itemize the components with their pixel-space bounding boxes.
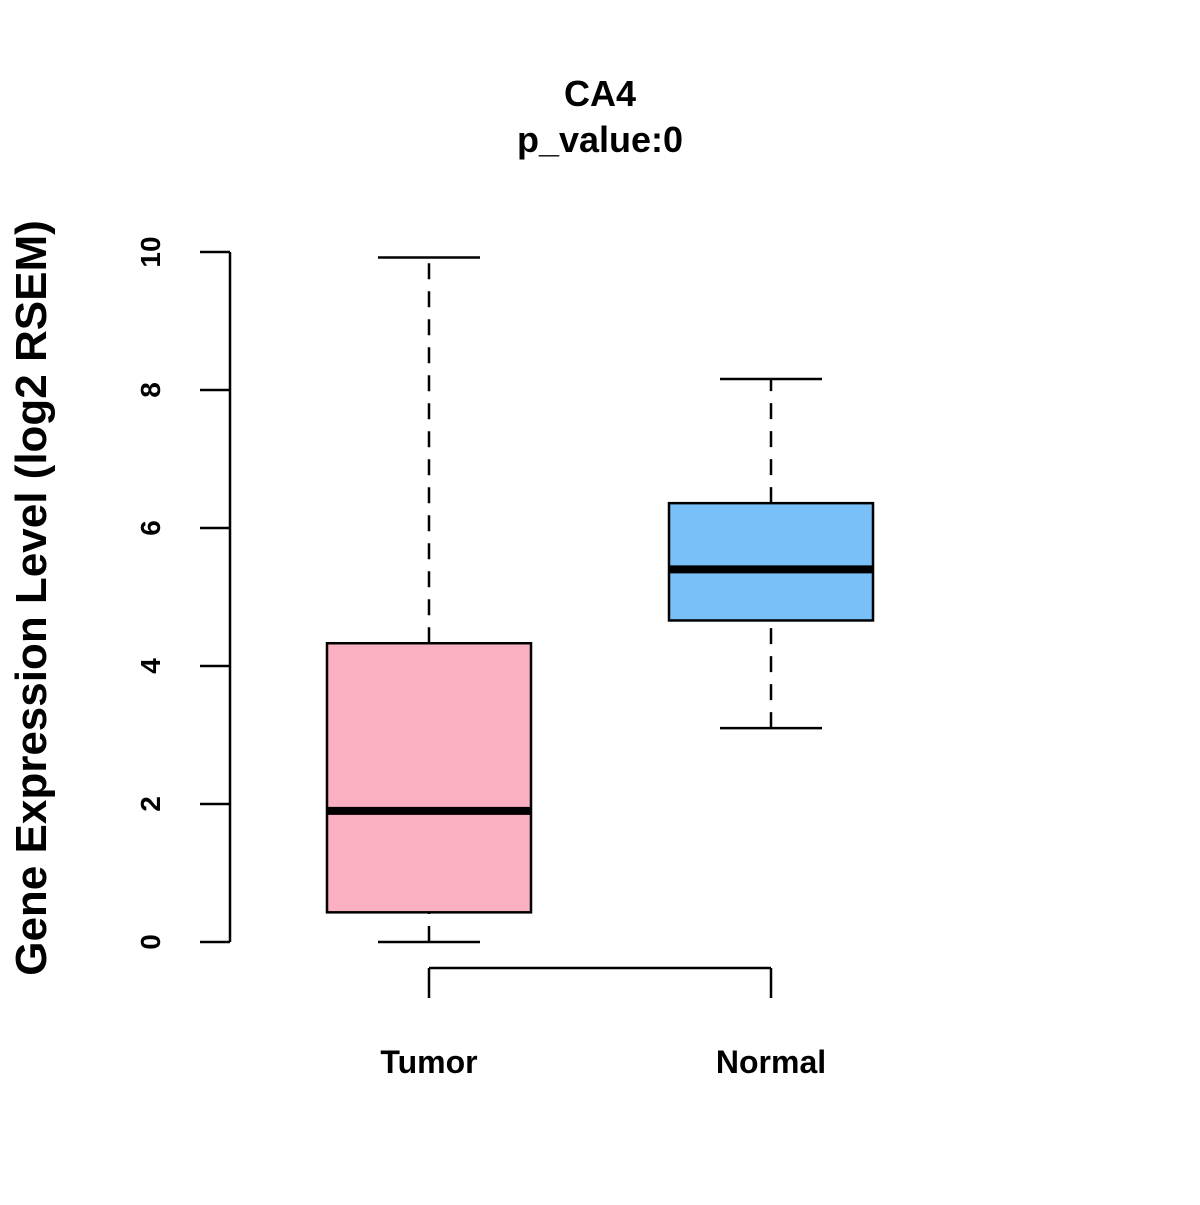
x-category-label: Tumor [380,1044,477,1080]
y-tick-label: 2 [135,796,166,812]
box-tumor [325,256,533,944]
chart-subtitle-p-value: p_value:0 [517,119,683,160]
y-tick-label: 8 [135,382,166,398]
iqr-box [325,641,533,914]
x-category-label: Normal [716,1044,826,1080]
y-tick-label: 6 [135,520,166,536]
x-axis-labels: Tumor Normal [380,1044,826,1080]
y-tick-label: 10 [135,236,166,267]
comparison-bracket [427,966,773,998]
box-normal [667,377,875,730]
y-axis: 0 2 4 6 8 10 [135,236,232,950]
y-tick-label: 0 [135,934,166,950]
y-axis-label: Gene Expression Level (log2 RSEM) [7,220,56,976]
iqr-box [667,501,875,622]
y-tick-label: 4 [135,658,166,674]
boxes-group [325,256,875,944]
chart-title: CA4 [564,73,636,114]
